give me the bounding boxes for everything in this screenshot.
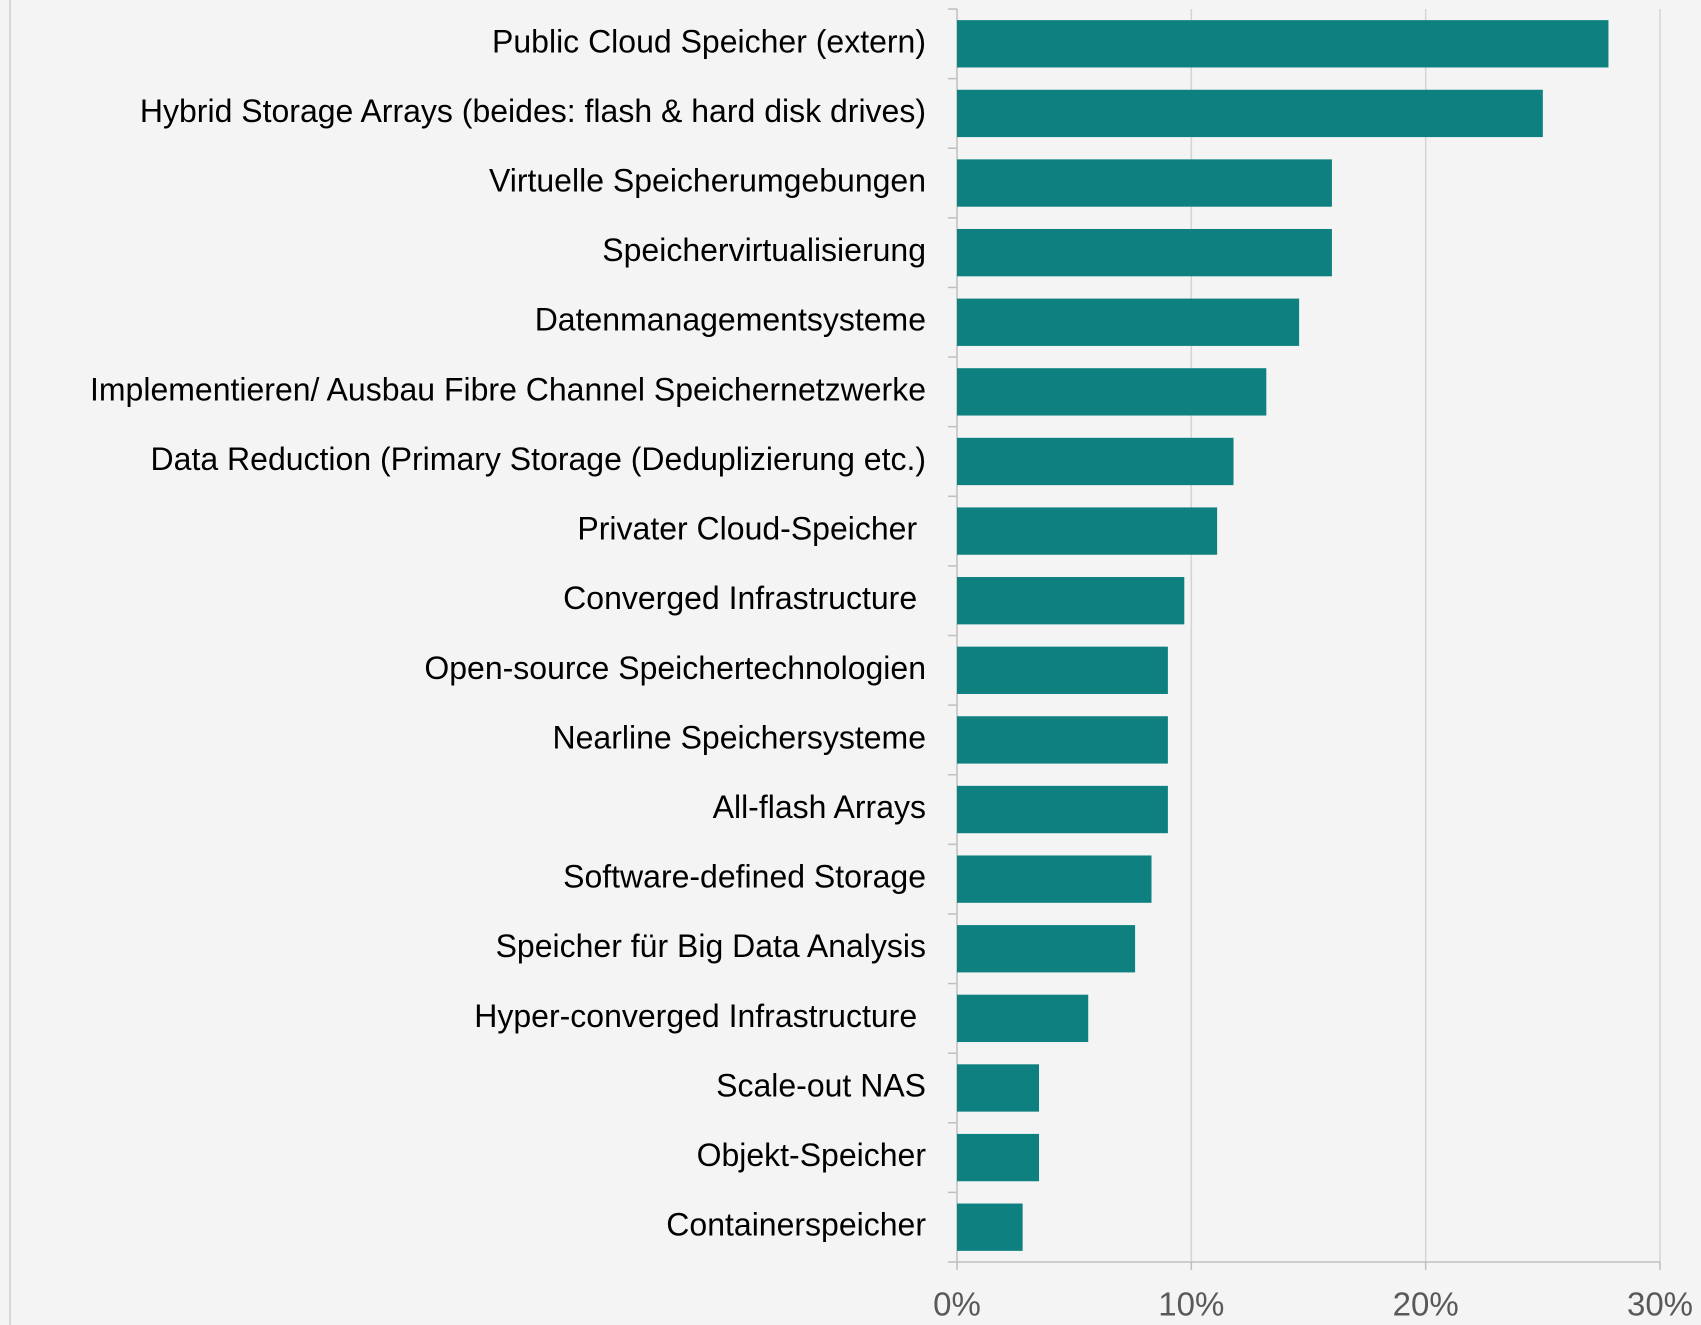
y-tick-label: Privater Cloud-Speicher <box>577 511 926 547</box>
y-tick-label: Data Reduction (Primary Storage (Dedupli… <box>151 441 926 477</box>
y-tick-label: Software-defined Storage <box>563 859 926 895</box>
bar <box>957 925 1136 973</box>
y-tick-label: Scale-out NAS <box>716 1067 926 1103</box>
bar <box>957 507 1218 555</box>
x-tick-label: 30% <box>1627 1286 1693 1323</box>
bar <box>957 89 1543 138</box>
y-tick-label: Implementieren/ Ausbau Fibre Channel Spe… <box>90 371 926 407</box>
bar <box>957 716 1168 764</box>
bar <box>957 1133 1040 1182</box>
bar <box>957 646 1168 694</box>
y-tick-label: Open-source Speichertechnologien <box>424 650 926 686</box>
bar <box>957 577 1185 625</box>
bar <box>957 1064 1040 1112</box>
bar <box>957 159 1332 207</box>
y-tick-label: Virtuelle Speicherumgebungen <box>489 162 926 198</box>
x-tick-label: 10% <box>1158 1286 1224 1323</box>
bar <box>957 1203 1023 1251</box>
bar <box>957 368 1267 416</box>
y-tick-label: Speichervirtualisierung <box>602 232 926 268</box>
bar <box>957 994 1089 1043</box>
x-tick-label: 0% <box>933 1286 981 1323</box>
bar <box>957 855 1152 903</box>
bar <box>957 20 1609 68</box>
y-tick-label: Datenmanagementsysteme <box>535 302 926 338</box>
bar <box>957 437 1234 486</box>
y-tick-label: Nearline Speichersysteme <box>553 719 927 755</box>
bar <box>957 228 1332 277</box>
y-tick-label: Hyper-converged Infrastructure <box>474 998 926 1034</box>
y-tick-label: Speicher für Big Data Analysis <box>496 928 926 964</box>
x-tick-label: 20% <box>1393 1286 1459 1323</box>
y-tick-label: Containerspeicher <box>666 1207 926 1243</box>
bar <box>957 298 1300 346</box>
y-tick-label: Hybrid Storage Arrays (beides: flash & h… <box>140 93 926 129</box>
y-tick-label: Converged Infrastructure <box>563 580 926 616</box>
bar <box>957 785 1168 834</box>
y-tick-label: Objekt-Speicher <box>697 1137 927 1173</box>
y-tick-label: All-flash Arrays <box>713 789 926 825</box>
y-tick-label: Public Cloud Speicher (extern) <box>492 23 926 59</box>
